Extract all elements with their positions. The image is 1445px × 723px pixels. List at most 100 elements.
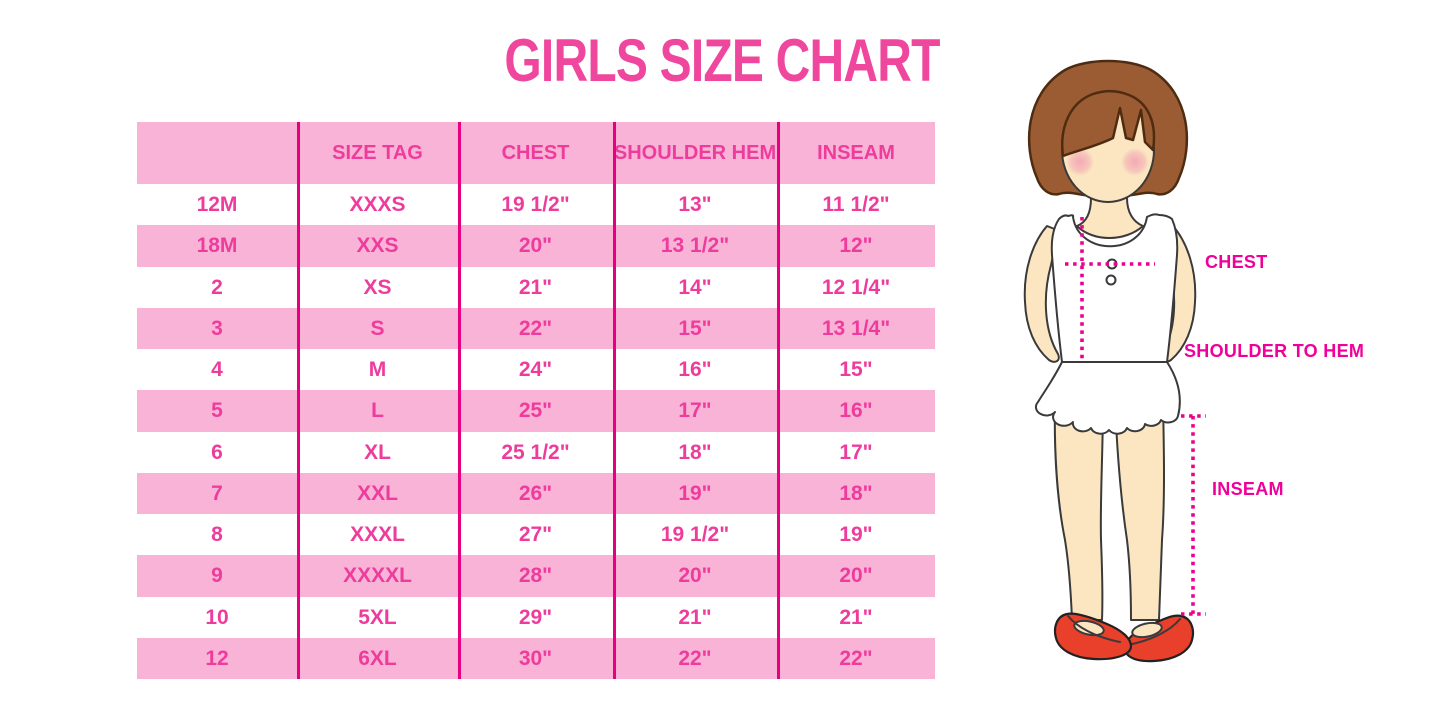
table-cell: 17": [839, 440, 873, 464]
title-area: GIRLS SIZE CHART: [0, 26, 1445, 95]
size-table: SIZE TAG CHEST SHOULDER HEM INSEAM 12M XX…: [137, 122, 935, 679]
table-cell: 18M: [196, 234, 238, 258]
table-row: 8 XXXL 27" 19 1/2" 19": [137, 514, 935, 556]
left-shoe-strap: [1067, 615, 1121, 643]
table-cell: S: [370, 316, 385, 340]
table-cell: 12": [839, 234, 873, 258]
table-row: 18M XXS 20" 13 1/2" 12": [137, 225, 935, 267]
table-cell: 19 1/2": [501, 193, 570, 217]
inseam-label: INSEAM: [1212, 479, 1284, 499]
table-cell: 30": [518, 646, 553, 670]
size-table-rows: 12M XXXS 19 1/2" 13" 11 1/2" 18M XXS 20" 13 1/2"…: [137, 184, 935, 679]
table-cell: XXXL: [350, 523, 405, 547]
table-cell: XL: [364, 440, 391, 464]
table-cell: 21": [839, 605, 873, 629]
table-cell: 19 1/2": [660, 523, 730, 547]
table-cell: 11 1/2": [822, 193, 890, 217]
left-shoe-opening: [1073, 619, 1105, 637]
table-cell: 5XL: [358, 605, 397, 629]
skirt: [1034, 361, 1181, 435]
table-cell: 15": [839, 358, 873, 382]
table-row: 3 S 22" 15" 13 1/4": [137, 307, 935, 349]
table-row: 10 5XL 29" 21" 21": [137, 596, 935, 638]
table-cell: 13 1/4": [821, 316, 891, 340]
table-header-row: SIZE TAG CHEST SHOULDER HEM INSEAM: [137, 122, 935, 184]
table-cell: 8: [211, 523, 223, 547]
table-cell: 21": [518, 275, 553, 299]
table-cell: 22": [518, 316, 553, 340]
table-cell: M: [368, 358, 387, 382]
table-cell: 24": [518, 358, 553, 382]
table-cell: XXXS: [349, 193, 406, 217]
page-title: GIRLS SIZE CHART: [504, 27, 941, 94]
table-cell: 20": [839, 564, 873, 588]
left-leg: [1053, 401, 1104, 621]
table-cell: 14": [678, 275, 712, 299]
table-cell: 13": [678, 193, 712, 217]
table-cell: 13 1/2": [660, 234, 730, 258]
table-cell: 19": [839, 523, 873, 547]
table-cell: 22": [678, 646, 712, 670]
table-cell: XXL: [357, 481, 398, 505]
table-row: 7 XXL 26" 19" 18": [137, 472, 935, 514]
table-row: 5 L 25" 17" 16": [137, 390, 935, 432]
table-cell: 16": [678, 358, 712, 382]
table-cell: 12: [205, 646, 229, 670]
table-cell: 7: [211, 481, 223, 505]
column-divider: [777, 122, 780, 679]
table-header-cell: SHOULDER HEM: [613, 142, 777, 164]
girl-figure-illustration: [985, 50, 1445, 720]
table-header-cell: CHEST: [501, 142, 570, 164]
table-cell: 6: [211, 440, 223, 464]
table-row: 12M XXXS 19 1/2" 13" 11 1/2": [137, 184, 935, 226]
table-cell: XXXXL: [343, 564, 412, 588]
table-cell: 22": [839, 646, 873, 670]
bottom-button: [1105, 274, 1117, 286]
left-shoe: [1053, 612, 1133, 661]
neck: [1076, 197, 1144, 239]
table-row: 12 6XL 30" 22" 22": [137, 637, 935, 679]
table-cell: 18": [839, 481, 873, 505]
column-divider: [458, 122, 461, 679]
table-cell: 3: [211, 316, 223, 340]
table-cell: 12M: [196, 193, 238, 217]
table-cell: 29": [518, 605, 553, 629]
table-cell: 25 1/2": [501, 440, 570, 464]
bangs: [1061, 89, 1156, 158]
table-cell: 19": [678, 481, 712, 505]
table-cell: 27": [518, 523, 553, 547]
table-cell: XXS: [356, 234, 399, 258]
table-cell: XS: [363, 275, 392, 299]
right-leg: [1114, 401, 1165, 621]
column-divider: [297, 122, 300, 679]
table-cell: 10: [205, 605, 229, 629]
right-shoe: [1123, 614, 1195, 663]
table-cell: 6XL: [358, 646, 397, 670]
table-header-cell: SIZE TAG: [332, 142, 423, 164]
table-cell: 21": [678, 605, 712, 629]
table-row: 9 XXXXL 28" 20" 20": [137, 555, 935, 597]
table-row: 6 XL 25 1/2" 18" 17": [137, 431, 935, 473]
table-cell: 15": [678, 316, 712, 340]
table-cell: 17": [678, 399, 712, 423]
table-cell: 28": [518, 564, 553, 588]
table-cell: 25": [518, 399, 553, 423]
column-divider: [613, 122, 616, 679]
right-shoe-opening: [1131, 621, 1163, 639]
table-cell: 5: [211, 399, 223, 423]
table-cell: 20": [518, 234, 553, 258]
table-cell: 4: [211, 358, 223, 382]
girl-figure-svg: [1023, 59, 1206, 663]
left-blush: [1066, 148, 1094, 176]
shoulder-to-hem-label: SHOULDER TO HEM: [1184, 341, 1365, 361]
chest-label: CHEST: [1205, 252, 1268, 272]
table-cell: 18": [678, 440, 712, 464]
table-cell: 2: [211, 275, 223, 299]
right-blush: [1121, 148, 1149, 176]
right-shoe-strap: [1127, 618, 1181, 646]
table-header-cell: INSEAM: [817, 142, 895, 164]
table-cell: 26": [518, 481, 553, 505]
table-cell: 20": [678, 564, 712, 588]
table-cell: 9: [211, 564, 223, 588]
